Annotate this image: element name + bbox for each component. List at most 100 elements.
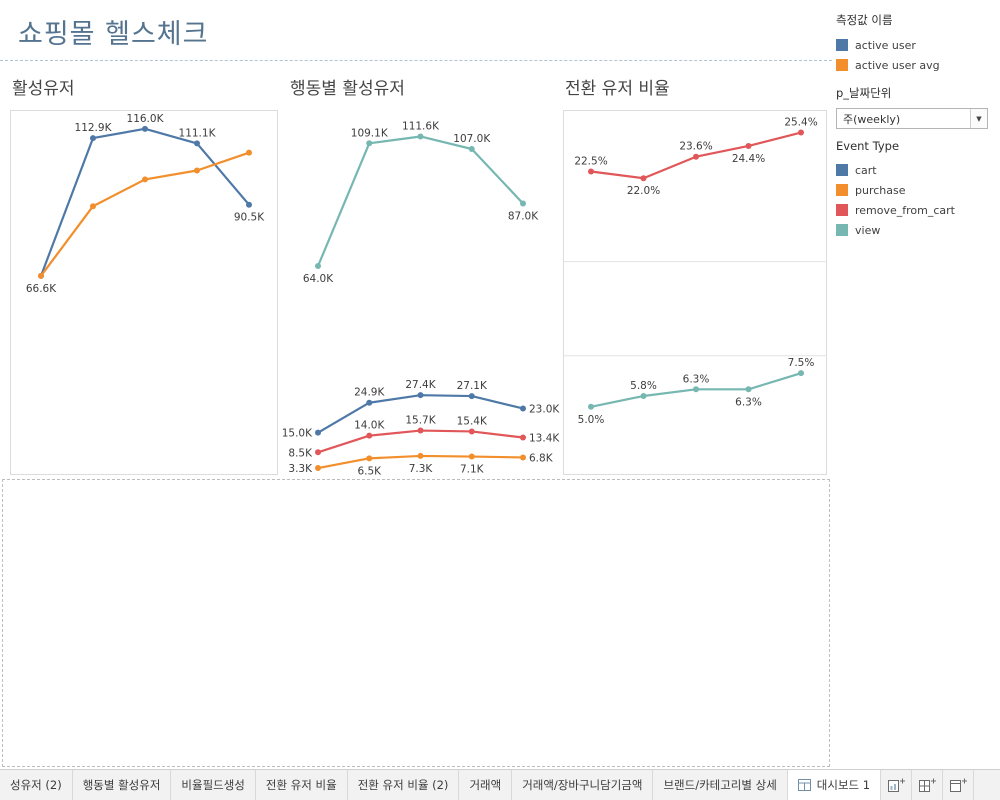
dashboard-grid-icon bbox=[797, 779, 811, 791]
svg-text:7.5%: 7.5% bbox=[788, 357, 815, 369]
tab-label: 행동별 활성유저 bbox=[82, 778, 161, 792]
legend-label: purchase bbox=[855, 183, 906, 197]
legend-item-remove-from-cart[interactable]: remove_from_cart bbox=[836, 200, 998, 220]
header-divider bbox=[0, 60, 832, 61]
date-unit-title: p_날짜단위 bbox=[836, 86, 892, 100]
svg-text:111.6K: 111.6K bbox=[402, 120, 440, 132]
empty-dashboard-zone bbox=[2, 479, 830, 767]
remove-from-cart-swatch bbox=[836, 204, 848, 216]
behavior-view-chart-canvas[interactable]: 64.0K 109.1K 111.6K 107.0K 87.0K bbox=[288, 100, 555, 345]
svg-text:23.6%: 23.6% bbox=[679, 141, 712, 153]
svg-text:15.7K: 15.7K bbox=[405, 415, 436, 427]
chart-active-users: 66.6K 112.9K 116.0K 111.1K 90.5K bbox=[10, 110, 278, 475]
svg-text:27.4K: 27.4K bbox=[405, 379, 436, 391]
svg-text:5.8%: 5.8% bbox=[630, 380, 657, 392]
svg-text:14.0K: 14.0K bbox=[354, 420, 385, 432]
svg-text:107.0K: 107.0K bbox=[453, 133, 491, 145]
svg-text:8.5K: 8.5K bbox=[288, 447, 313, 459]
svg-text:23.0K: 23.0K bbox=[529, 403, 560, 415]
tab-behavior-active-users[interactable]: 행동별 활성유저 bbox=[73, 770, 172, 800]
legend-label: active user avg bbox=[855, 58, 940, 72]
measure-names-title: 측정값 이름 bbox=[836, 13, 893, 27]
legend-item-cart[interactable]: cart bbox=[836, 160, 998, 180]
chart-title-conversion: 전환 유저 비율 bbox=[565, 79, 670, 99]
legend-item-active-user-avg[interactable]: active user avg bbox=[836, 55, 998, 75]
tab-transaction-amount[interactable]: 거래액 bbox=[459, 770, 513, 800]
tab-active-users-2[interactable]: 성유저 (2) bbox=[0, 770, 73, 800]
chart-title-active-users: 활성유저 bbox=[12, 79, 75, 99]
legend-item-view[interactable]: view bbox=[836, 220, 998, 240]
svg-text:5.0%: 5.0% bbox=[578, 414, 605, 426]
tab-label: 비율필드생성 bbox=[181, 778, 245, 792]
svg-text:90.5K: 90.5K bbox=[234, 212, 265, 224]
measure-names-legend: 측정값 이름 active user active user avg bbox=[836, 12, 998, 75]
svg-text:111.1K: 111.1K bbox=[179, 127, 217, 139]
legend-item-purchase[interactable]: purchase bbox=[836, 180, 998, 200]
svg-text:24.9K: 24.9K bbox=[354, 387, 385, 399]
tab-label: 전환 유저 비율 (2) bbox=[357, 778, 449, 792]
new-worksheet-icon bbox=[887, 778, 905, 792]
tab-conversion-ratio[interactable]: 전환 유저 비율 bbox=[256, 770, 348, 800]
tab-label: 성유저 (2) bbox=[10, 778, 62, 792]
svg-text:116.0K: 116.0K bbox=[127, 113, 165, 125]
svg-text:6.3%: 6.3% bbox=[735, 396, 762, 408]
tab-label: 거래액 bbox=[469, 778, 502, 792]
chevron-down-icon[interactable]: ▼ bbox=[970, 109, 987, 128]
tab-label: 브랜드/카테고리별 상세 bbox=[663, 778, 777, 792]
svg-text:6.5K: 6.5K bbox=[357, 465, 382, 477]
event-type-legend: Event Type cart purchase remove_from_car… bbox=[836, 139, 998, 240]
chart-title-behavior: 행동별 활성유저 bbox=[290, 79, 405, 99]
new-story-button[interactable] bbox=[943, 770, 975, 800]
legend-label: remove_from_cart bbox=[855, 203, 955, 217]
tab-transaction-cart-amount[interactable]: 거래액/장바구니담기금액 bbox=[512, 770, 654, 800]
svg-text:109.1K: 109.1K bbox=[351, 127, 389, 139]
active-users-chart-canvas[interactable]: 66.6K 112.9K 116.0K 111.1K 90.5K bbox=[11, 111, 277, 474]
date-unit-dropdown[interactable]: 주(weekly) ▼ bbox=[836, 108, 988, 129]
svg-text:22.5%: 22.5% bbox=[574, 156, 607, 168]
svg-text:27.1K: 27.1K bbox=[457, 380, 488, 392]
cart-swatch bbox=[836, 164, 848, 176]
svg-text:66.6K: 66.6K bbox=[26, 283, 57, 295]
svg-text:3.3K: 3.3K bbox=[288, 463, 313, 475]
tab-label: 거래액/장바구니담기금액 bbox=[522, 778, 643, 792]
svg-text:24.4%: 24.4% bbox=[732, 153, 765, 165]
date-unit-value: 주(weekly) bbox=[843, 112, 901, 126]
purchase-swatch bbox=[836, 184, 848, 196]
tab-brand-category-detail[interactable]: 브랜드/카테고리별 상세 bbox=[653, 770, 788, 800]
svg-text:13.4K: 13.4K bbox=[529, 432, 560, 444]
svg-text:6.8K: 6.8K bbox=[529, 452, 554, 464]
svg-text:87.0K: 87.0K bbox=[508, 210, 539, 222]
right-sidebar: 측정값 이름 active user active user avg p_날짜단… bbox=[836, 6, 998, 250]
new-dashboard-icon bbox=[918, 778, 936, 792]
tab-ratio-field-create[interactable]: 비율필드생성 bbox=[171, 770, 256, 800]
svg-text:22.0%: 22.0% bbox=[627, 185, 660, 197]
svg-text:6.3%: 6.3% bbox=[683, 373, 710, 385]
behavior-events-chart-canvas[interactable]: 15.0K 24.9K 27.4K 27.1K 23.0K 8.5K 14.0K 15.7K 1… bbox=[282, 345, 561, 478]
sheet-tab-bar: 성유저 (2) 행동별 활성유저 비율필드생성 전환 유저 비율 전환 유저 비… bbox=[0, 769, 1000, 800]
conversion-chart-canvas[interactable]: 22.5% 22.0% 23.6% 24.4% 25.4% 5.0% 5.8% 6.3% 6.3… bbox=[564, 111, 826, 474]
view-swatch bbox=[836, 224, 848, 236]
new-worksheet-button[interactable] bbox=[881, 770, 913, 800]
svg-text:25.4%: 25.4% bbox=[784, 117, 817, 129]
svg-text:64.0K: 64.0K bbox=[303, 273, 334, 285]
legend-label: view bbox=[855, 223, 881, 237]
svg-text:7.3K: 7.3K bbox=[409, 463, 434, 475]
event-type-title: Event Type bbox=[836, 139, 900, 153]
active-user-avg-swatch bbox=[836, 59, 848, 71]
active-user-swatch bbox=[836, 39, 848, 51]
chart-conversion-ratio: 22.5% 22.0% 23.6% 24.4% 25.4% 5.0% 5.8% 6.3% 6.3… bbox=[563, 110, 827, 475]
svg-text:112.9K: 112.9K bbox=[75, 122, 113, 134]
tab-conversion-ratio-2[interactable]: 전환 유저 비율 (2) bbox=[348, 770, 460, 800]
tab-label: 대시보드 1 bbox=[816, 778, 871, 792]
page-title: 쇼핑몰 헬스체크 bbox=[18, 19, 209, 50]
legend-label: cart bbox=[855, 163, 877, 177]
legend-label: active user bbox=[855, 38, 916, 52]
new-story-icon bbox=[949, 778, 967, 792]
tab-label: 전환 유저 비율 bbox=[265, 778, 337, 792]
new-dashboard-button[interactable] bbox=[912, 770, 944, 800]
svg-text:15.0K: 15.0K bbox=[282, 428, 313, 440]
svg-text:15.4K: 15.4K bbox=[457, 415, 488, 427]
legend-item-active-user[interactable]: active user bbox=[836, 35, 998, 55]
chart-behavior-active-users: 64.0K 109.1K 111.6K 107.0K 87.0K 15.0K 24.9K 2… bbox=[282, 100, 561, 478]
tab-dashboard-1[interactable]: 대시보드 1 bbox=[787, 770, 882, 800]
